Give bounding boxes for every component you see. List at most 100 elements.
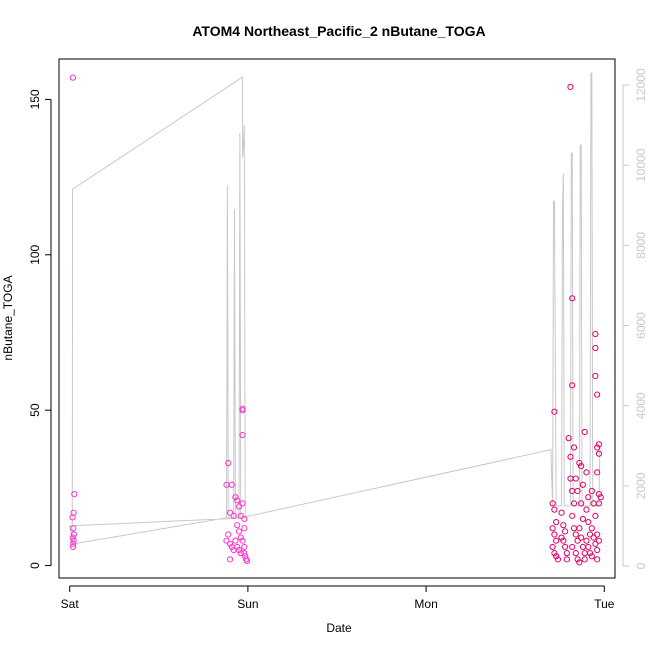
data-point bbox=[595, 537, 603, 544]
data-point bbox=[576, 525, 583, 532]
data-point bbox=[595, 450, 603, 457]
data-point bbox=[574, 487, 581, 495]
data-point bbox=[570, 444, 578, 451]
data-point bbox=[235, 528, 243, 535]
data-point bbox=[234, 497, 241, 504]
data-point bbox=[578, 463, 585, 470]
data-point bbox=[551, 531, 558, 538]
x-axis-label: Date bbox=[326, 621, 352, 635]
data-point bbox=[560, 537, 567, 544]
data-point bbox=[241, 515, 248, 523]
data-point bbox=[594, 556, 601, 563]
data-point bbox=[241, 550, 248, 557]
y2-tick-label: 8000 bbox=[634, 232, 648, 259]
data-point bbox=[572, 550, 579, 557]
data-point bbox=[551, 550, 558, 557]
y2-tick-label: 10000 bbox=[634, 148, 648, 182]
data-point bbox=[579, 481, 587, 488]
data-point bbox=[69, 74, 77, 81]
data-point bbox=[574, 556, 581, 563]
data-point bbox=[569, 543, 576, 551]
chart-title: ATOM4 Northeast_Pacific_2 nButane_TOGA bbox=[192, 23, 485, 39]
data-point bbox=[583, 469, 590, 476]
data-point bbox=[226, 556, 234, 563]
x-tick-label: Sat bbox=[61, 597, 80, 611]
data-point bbox=[581, 428, 588, 436]
x-axis: Sat Sun Mon Tue bbox=[61, 585, 615, 611]
data-point bbox=[70, 531, 78, 538]
y-tick-label: 150 bbox=[28, 89, 42, 109]
data-point bbox=[579, 515, 587, 523]
data-point bbox=[592, 540, 599, 547]
data-point bbox=[586, 550, 594, 557]
data-point bbox=[232, 537, 239, 544]
data-point bbox=[560, 522, 567, 529]
data-point bbox=[230, 512, 237, 519]
data-point bbox=[563, 556, 570, 563]
data-point bbox=[590, 500, 597, 507]
data-point bbox=[553, 553, 560, 560]
data-point bbox=[551, 408, 558, 415]
data-point bbox=[578, 500, 585, 507]
data-point bbox=[594, 546, 601, 554]
data-point bbox=[595, 490, 603, 498]
data-point bbox=[228, 481, 235, 488]
y2-tick-label: 6000 bbox=[634, 312, 648, 339]
data-point bbox=[70, 525, 77, 532]
x-tick-label: Mon bbox=[414, 597, 437, 611]
y2-tick-label: 4000 bbox=[634, 392, 648, 419]
data-point bbox=[234, 543, 241, 551]
data-point bbox=[70, 540, 77, 547]
data-point bbox=[563, 550, 570, 557]
data-point bbox=[583, 537, 590, 544]
data-point bbox=[588, 525, 595, 532]
data-point bbox=[565, 435, 572, 442]
data-point bbox=[576, 459, 583, 467]
altitude-line bbox=[69, 72, 601, 545]
data-point bbox=[70, 537, 77, 544]
data-point bbox=[558, 534, 565, 541]
data-point bbox=[586, 531, 594, 538]
data-point bbox=[225, 531, 232, 538]
data-point bbox=[549, 543, 556, 551]
data-point bbox=[592, 344, 599, 352]
data-point bbox=[226, 509, 234, 516]
data-point bbox=[588, 487, 595, 495]
data-point bbox=[594, 531, 601, 538]
data-point bbox=[585, 494, 592, 501]
data-point bbox=[243, 557, 251, 565]
data-point bbox=[549, 525, 556, 532]
data-point bbox=[583, 506, 590, 513]
data-point bbox=[558, 509, 565, 516]
data-point bbox=[551, 506, 558, 513]
data-point bbox=[239, 431, 246, 439]
y-axis-right: 0 2000 4000 6000 8000 10000 12000 bbox=[622, 68, 648, 569]
y-axis-left: 0 50 100 150 bbox=[28, 89, 52, 569]
data-point bbox=[235, 546, 243, 554]
data-point bbox=[237, 534, 244, 541]
y-axis-label: nButane_TOGA bbox=[1, 275, 15, 360]
y-tick-label: 0 bbox=[28, 562, 42, 569]
data-point bbox=[597, 494, 604, 501]
data-point bbox=[572, 475, 579, 482]
data-point bbox=[69, 514, 76, 521]
data-point bbox=[588, 553, 595, 560]
y2-tick-label: 12000 bbox=[634, 68, 648, 102]
data-point bbox=[235, 503, 243, 510]
data-point bbox=[592, 330, 599, 338]
data-point bbox=[241, 543, 248, 551]
data-point bbox=[567, 453, 574, 460]
data-point bbox=[237, 550, 244, 557]
data-point bbox=[562, 543, 569, 551]
data-point bbox=[590, 534, 597, 541]
y-tick-label: 100 bbox=[28, 244, 42, 264]
data-point bbox=[569, 512, 576, 519]
x-tick-label: Sun bbox=[237, 597, 258, 611]
data-point bbox=[576, 559, 583, 566]
data-point bbox=[239, 500, 246, 507]
data-point bbox=[581, 550, 588, 557]
data-point bbox=[592, 372, 599, 380]
data-point bbox=[585, 543, 592, 551]
